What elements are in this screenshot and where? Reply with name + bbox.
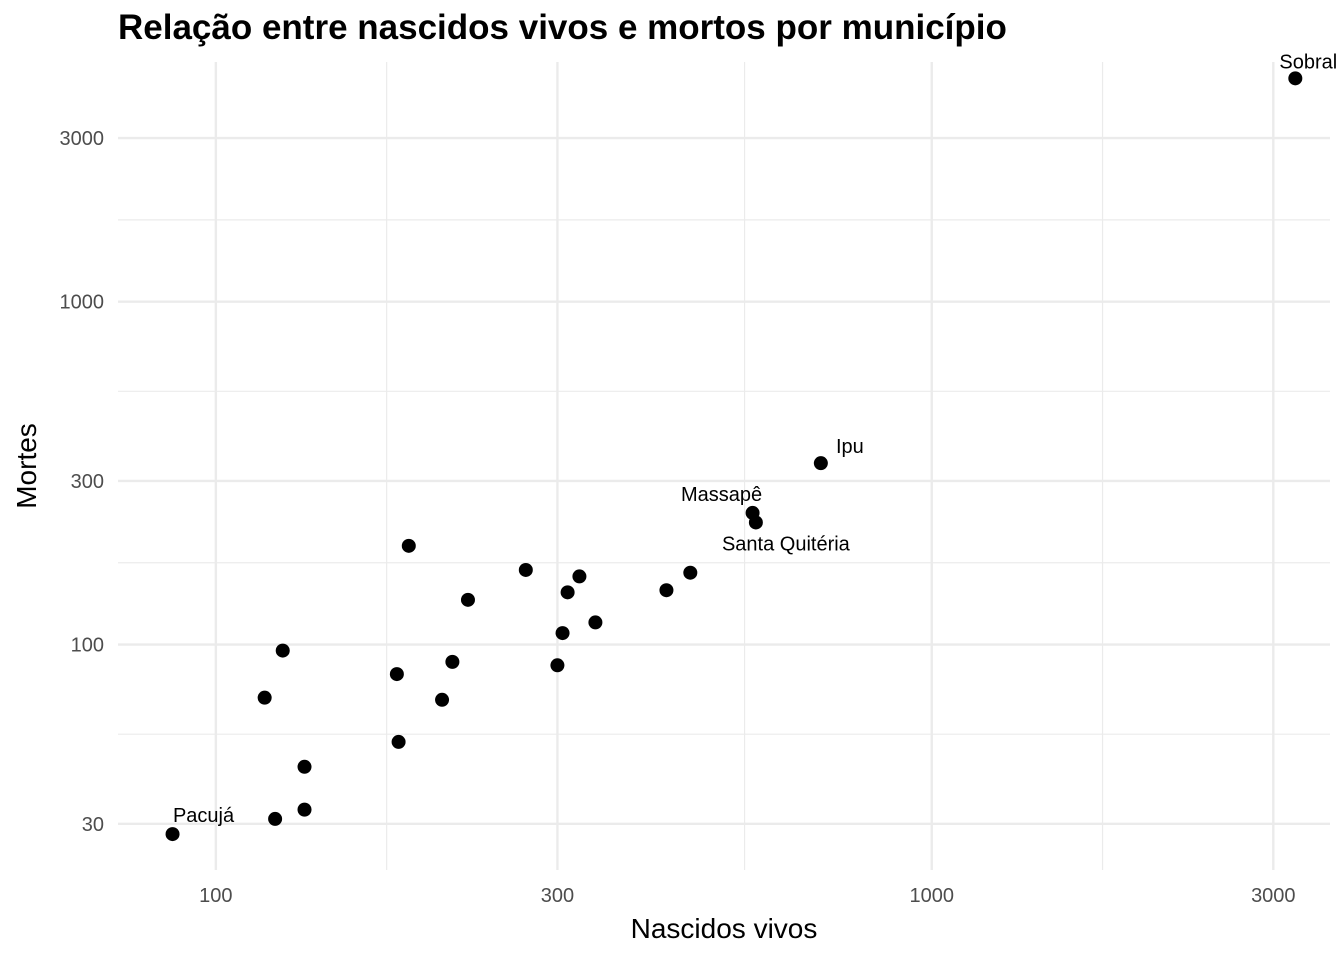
data-points <box>165 71 1303 842</box>
x-tick-label: 1000 <box>909 885 954 907</box>
chart-title: Relação entre nascidos vivos e mortos po… <box>118 8 1007 47</box>
y-tick-label: 1000 <box>60 292 105 314</box>
data-point <box>460 592 475 607</box>
data-point <box>572 569 587 584</box>
data-point <box>297 802 312 817</box>
data-point <box>268 811 283 826</box>
x-axis-title: Nascidos vivos <box>631 913 818 944</box>
point-label: Massapê <box>681 484 762 506</box>
y-tick-label: 30 <box>82 814 104 836</box>
data-point <box>518 562 533 577</box>
data-point <box>445 654 460 669</box>
y-tick-label: 3000 <box>60 128 105 150</box>
data-point <box>435 692 450 707</box>
data-point <box>165 827 180 842</box>
point-label: Ipu <box>836 436 864 458</box>
y-axis-title: Mortes <box>11 423 42 509</box>
point-label: Santa Quitéria <box>722 533 851 555</box>
data-point <box>297 759 312 774</box>
y-tick-label: 100 <box>71 635 104 657</box>
grid <box>118 62 1330 870</box>
x-tick-label: 100 <box>199 885 232 907</box>
data-point <box>560 585 575 600</box>
data-point <box>1288 71 1303 86</box>
data-point <box>389 667 404 682</box>
point-label: Sobral <box>1279 51 1337 73</box>
data-point <box>588 615 603 630</box>
data-point <box>683 565 698 580</box>
data-point <box>391 734 406 749</box>
data-point <box>275 643 290 658</box>
x-tick-label: 3000 <box>1251 885 1296 907</box>
data-point <box>257 690 272 705</box>
point-labels: Sobral Ipu Massapê Santa Quitéria Pacujá <box>173 51 1337 827</box>
y-tick-label: 300 <box>71 471 104 493</box>
data-point <box>813 456 828 471</box>
tick-labels: 100 300 1000 3000 30 100 300 1000 3000 <box>60 128 1296 907</box>
data-point <box>401 538 416 553</box>
data-point <box>555 626 570 641</box>
data-point <box>659 583 674 598</box>
data-point <box>550 658 565 673</box>
x-tick-label: 300 <box>541 885 574 907</box>
point-label: Pacujá <box>173 805 235 827</box>
data-point <box>748 515 763 530</box>
